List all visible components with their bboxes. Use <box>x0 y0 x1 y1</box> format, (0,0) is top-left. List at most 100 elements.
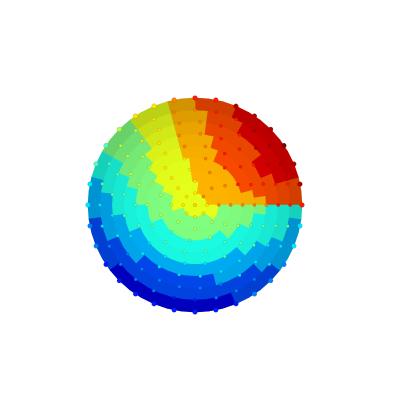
mesh-node <box>193 298 197 302</box>
mesh-cell <box>277 192 291 206</box>
mesh-node <box>198 286 203 290</box>
mesh-node <box>213 307 219 313</box>
mesh-cell <box>182 287 196 301</box>
mesh-node <box>201 211 206 216</box>
mesh-node <box>233 301 239 307</box>
mesh-node <box>193 179 197 184</box>
mesh-node <box>237 147 242 152</box>
mesh-node <box>85 202 91 208</box>
mesh-node <box>140 251 145 256</box>
mesh-node <box>184 194 189 199</box>
mesh-cell <box>183 121 196 135</box>
mesh-node <box>203 261 208 266</box>
mesh-node <box>163 240 168 244</box>
mesh-node <box>219 136 223 141</box>
mesh-cell <box>87 190 102 206</box>
mesh-node <box>278 161 283 166</box>
mesh-node <box>222 240 227 244</box>
mesh-node <box>205 203 209 207</box>
mesh-node <box>268 278 274 284</box>
mesh-node <box>240 203 245 207</box>
mesh-cell <box>277 204 291 218</box>
mesh-node <box>236 182 240 187</box>
mesh-node <box>132 291 139 297</box>
mesh-node <box>133 203 138 207</box>
mesh-node <box>93 243 99 249</box>
mesh-node <box>169 230 174 234</box>
mesh-node <box>147 164 152 169</box>
mesh-node <box>208 235 212 240</box>
mesh-node <box>249 182 253 187</box>
mesh-node <box>157 264 162 269</box>
mesh-node <box>252 277 257 282</box>
mesh-node <box>193 108 197 112</box>
mesh-node <box>198 274 203 278</box>
mesh-node <box>198 120 203 124</box>
mesh-node <box>116 126 122 132</box>
mesh-node <box>176 220 180 224</box>
mesh-node <box>188 167 192 172</box>
mesh-node <box>171 97 177 103</box>
mesh-node <box>198 132 203 136</box>
mesh-node <box>214 110 218 115</box>
mesh-node <box>233 103 239 109</box>
mesh-node <box>150 223 154 228</box>
mesh-node <box>107 161 112 166</box>
mesh-node <box>157 278 162 283</box>
mesh-node <box>107 244 112 249</box>
mesh-node <box>261 182 265 186</box>
mesh-node <box>182 156 187 161</box>
mesh-node <box>251 291 258 297</box>
mesh-node <box>236 223 240 228</box>
mesh-node <box>264 203 269 207</box>
mesh-node <box>176 186 180 190</box>
mesh-node <box>122 192 127 197</box>
mesh-node <box>203 144 208 149</box>
mesh-node <box>163 254 168 259</box>
mesh-node <box>182 261 187 266</box>
mesh-node <box>268 126 274 132</box>
mesh-node <box>157 141 162 146</box>
mesh-node <box>192 202 197 207</box>
mesh-cell <box>87 204 102 220</box>
mesh-node <box>266 163 270 167</box>
mesh-cell <box>185 263 196 277</box>
mesh-node <box>210 220 214 224</box>
mesh-node <box>237 258 242 263</box>
mesh-node <box>133 128 138 133</box>
mesh-node <box>223 222 227 227</box>
mesh-node <box>238 164 243 169</box>
mesh-node <box>116 278 122 284</box>
mesh-node <box>252 243 256 247</box>
mesh-node <box>251 113 258 119</box>
mesh-node <box>103 261 109 268</box>
mesh-node <box>110 213 115 218</box>
mesh-node <box>288 203 292 207</box>
mesh-node <box>237 273 242 278</box>
mesh-cell <box>99 192 113 206</box>
mesh-node <box>128 172 133 176</box>
mesh-node <box>234 288 239 293</box>
mesh-node <box>297 181 303 187</box>
mesh-node <box>193 226 197 231</box>
mesh-node <box>266 243 270 247</box>
mesh-node <box>285 224 290 228</box>
mesh-node <box>172 110 176 115</box>
mesh-node <box>213 97 219 103</box>
mesh-node <box>132 113 139 119</box>
mesh-cell <box>241 204 255 214</box>
mesh-node <box>182 249 187 254</box>
mesh-node <box>137 182 141 187</box>
mesh-node <box>110 192 115 197</box>
mesh-node <box>193 215 197 219</box>
mesh-node <box>291 243 297 249</box>
mesh-node <box>223 183 227 188</box>
mesh-node <box>219 269 223 274</box>
mesh-node <box>291 161 297 167</box>
mesh-node <box>177 133 181 138</box>
mesh-node <box>125 252 130 256</box>
mesh-node <box>214 295 218 300</box>
mesh-node <box>172 295 176 300</box>
